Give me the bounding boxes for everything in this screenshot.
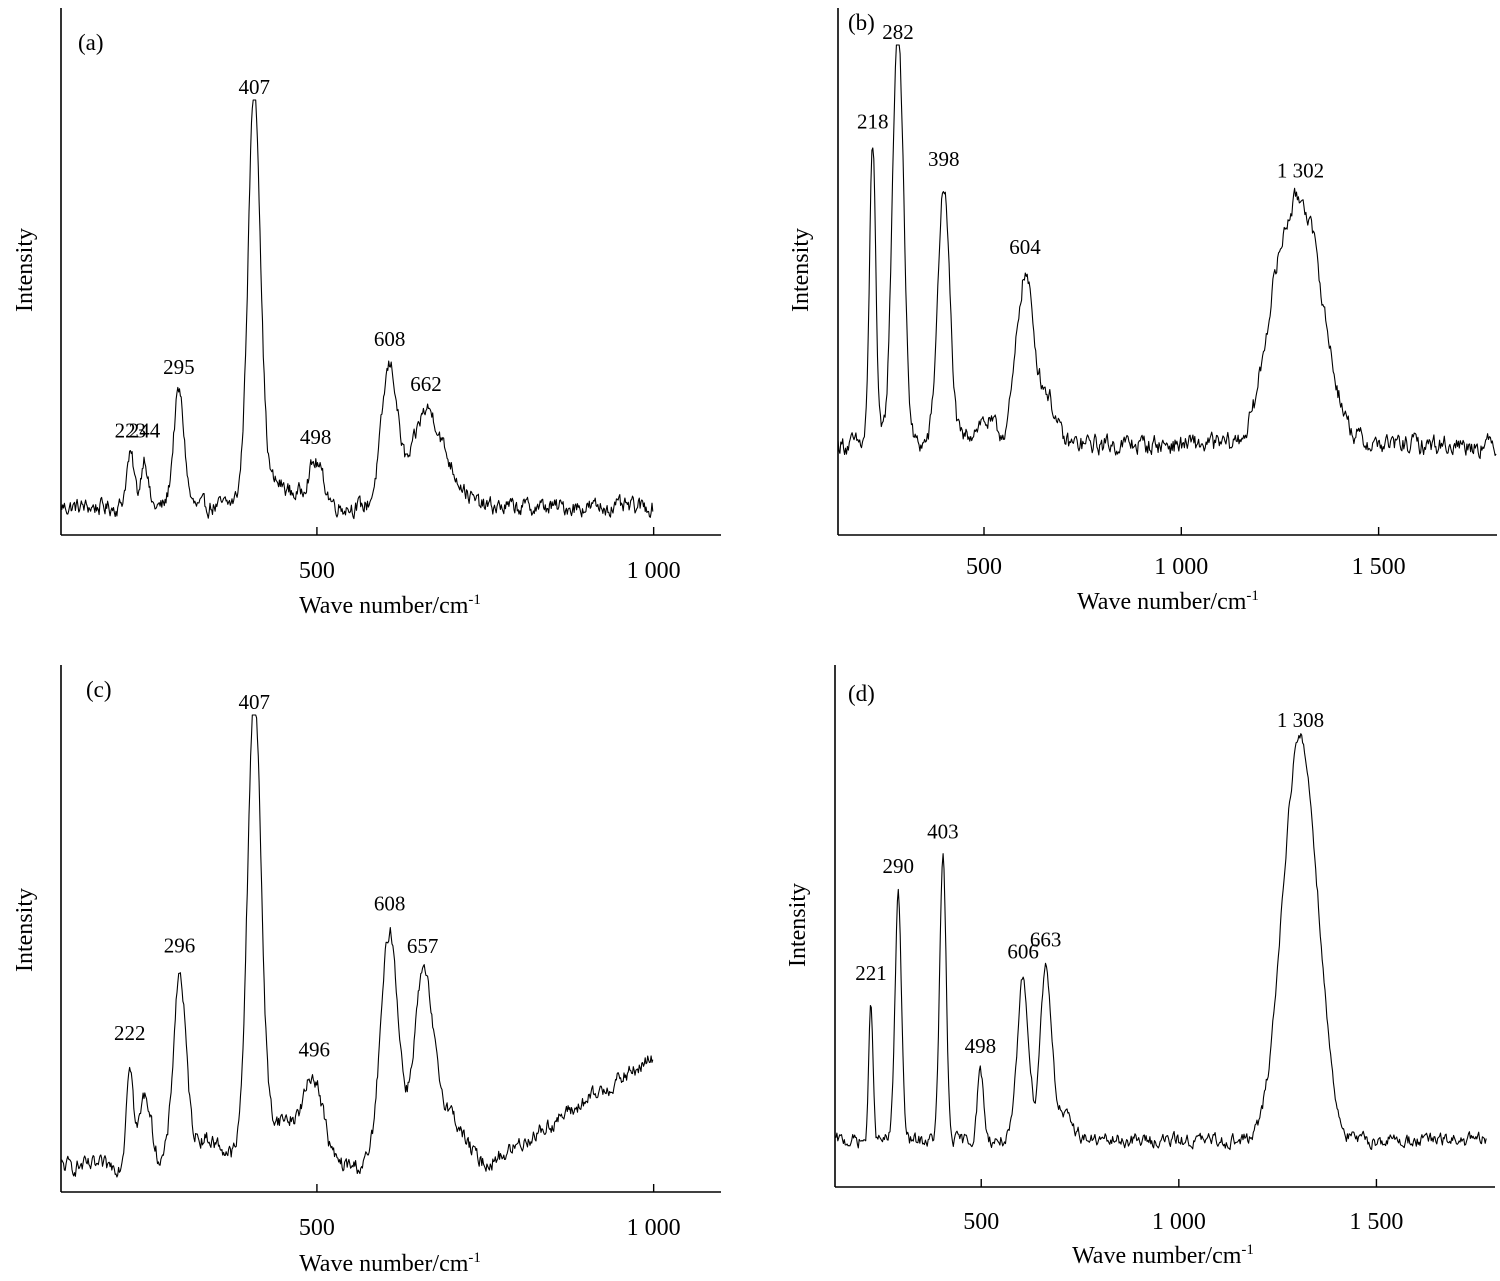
panel-c-x-tick-label: 500	[299, 1215, 335, 1241]
panel-b-peak-label: 398	[928, 147, 960, 171]
panel-c-peak-label: 657	[407, 934, 439, 958]
panel-c-peak-label: 222	[114, 1021, 146, 1045]
panel-c: (c) Intensity Wave number/cm-1 500 1 000 …	[12, 665, 721, 1277]
panel-a-x-label-sup: -1	[468, 592, 481, 608]
panel-b-spectrum-line	[837, 44, 1497, 460]
panel-b-peak-label: 1 302	[1277, 158, 1324, 182]
panel-b-x-label-main: Wave number/cm	[1077, 589, 1247, 615]
panel-b-peak-label: 218	[857, 109, 889, 133]
panel-c-peak-label: 407	[239, 690, 271, 714]
panel-c-peak-label: 296	[164, 934, 196, 958]
panel-a-x-label: Wave number/cm-1	[299, 592, 481, 619]
panel-b-peak-labels: 218 282 398 604 1 302	[857, 20, 1324, 259]
panel-c-peak-label: 496	[298, 1037, 330, 1061]
panel-c-x-tick-label: 1 000	[627, 1215, 681, 1241]
panel-a-peak-label: 662	[410, 372, 442, 396]
panel-d-peak-label: 221	[855, 961, 887, 985]
panel-b-peak-label: 604	[1009, 235, 1041, 259]
panel-a-peak-label: 498	[300, 425, 332, 449]
panel-d-peak-label: 606	[1007, 939, 1039, 963]
panel-b-peak-label: 282	[882, 20, 914, 44]
panel-a-x-tick-label: 1 000	[627, 558, 681, 584]
panel-d-peak-label: 498	[965, 1034, 997, 1058]
panel-a-peak-label: 223	[115, 418, 147, 442]
panel-b-x-label-sup: -1	[1246, 588, 1259, 604]
panel-c-spectrum-line	[60, 714, 654, 1178]
panel-d-x-tick-label: 1 000	[1152, 1209, 1206, 1235]
panel-d-peak-label: 403	[927, 820, 959, 844]
panel-d-peak-label: 1 308	[1277, 708, 1324, 732]
panel-d-spectrum-line	[834, 733, 1487, 1151]
panel-d: (d) Intensity Wave number/cm-1 500 1 000 1…	[785, 665, 1495, 1269]
panel-b-label: (b)	[848, 10, 875, 35]
panel-a-ticks	[316, 527, 655, 535]
panel-a-x-label-main: Wave number/cm	[299, 593, 469, 619]
panel-d-x-label: Wave number/cm-1	[1072, 1242, 1254, 1269]
panel-d-peak-label: 290	[882, 854, 914, 878]
panel-c-x-label: Wave number/cm-1	[299, 1250, 481, 1277]
panel-c-x-label-main: Wave number/cm	[299, 1251, 469, 1277]
panel-d-x-label-main: Wave number/cm	[1072, 1243, 1242, 1269]
panel-a-peak-label: 244	[129, 418, 161, 442]
panel-d-x-tick-label: 1 500	[1349, 1209, 1403, 1235]
panel-b-x-label: Wave number/cm-1	[1077, 588, 1259, 615]
panel-b-ticks	[983, 527, 1380, 535]
panel-c-x-label-sup: -1	[468, 1250, 481, 1266]
panel-a-peak-label: 295	[163, 355, 195, 379]
panel-a-spectrum-line	[60, 99, 654, 520]
panel-b: (b) Intensity Wave number/cm-1 500 1 000 1…	[788, 8, 1497, 615]
panel-a-y-label: Intensity	[12, 228, 38, 312]
panel-a-peak-label: 407	[239, 75, 271, 99]
panel-d-x-label-sup: -1	[1241, 1242, 1254, 1258]
panel-d-x-tick-label: 500	[963, 1209, 999, 1235]
panel-d-y-label: Intensity	[785, 883, 811, 967]
panel-b-tick-labels: 500 1 000 1 500	[966, 554, 1406, 580]
panel-d-ticks	[980, 1179, 1378, 1187]
panel-d-peak-label: 663	[1030, 928, 1062, 952]
panel-a-label: (a)	[78, 30, 104, 55]
panel-c-tick-labels: 500 1 000	[299, 1215, 681, 1241]
panel-a-peak-label: 608	[374, 327, 406, 351]
panel-c-label: (c)	[86, 677, 112, 702]
panel-c-ticks	[316, 1184, 655, 1192]
panel-c-y-label: Intensity	[12, 888, 38, 972]
panel-d-label: (d)	[848, 681, 875, 706]
panel-a-x-tick-label: 500	[299, 558, 335, 584]
panel-a-tick-labels: 500 1 000	[299, 558, 681, 584]
panel-b-y-label: Intensity	[788, 228, 814, 312]
panel-a: (a) Intensity Wave number/cm-1 500 1 000 …	[12, 8, 721, 619]
panel-b-x-tick-label: 1 500	[1352, 554, 1406, 580]
panel-c-peak-label: 608	[374, 891, 406, 915]
panel-d-tick-labels: 500 1 000 1 500	[963, 1209, 1403, 1235]
panel-b-x-tick-label: 500	[966, 554, 1002, 580]
panel-b-x-tick-label: 1 000	[1154, 554, 1208, 580]
